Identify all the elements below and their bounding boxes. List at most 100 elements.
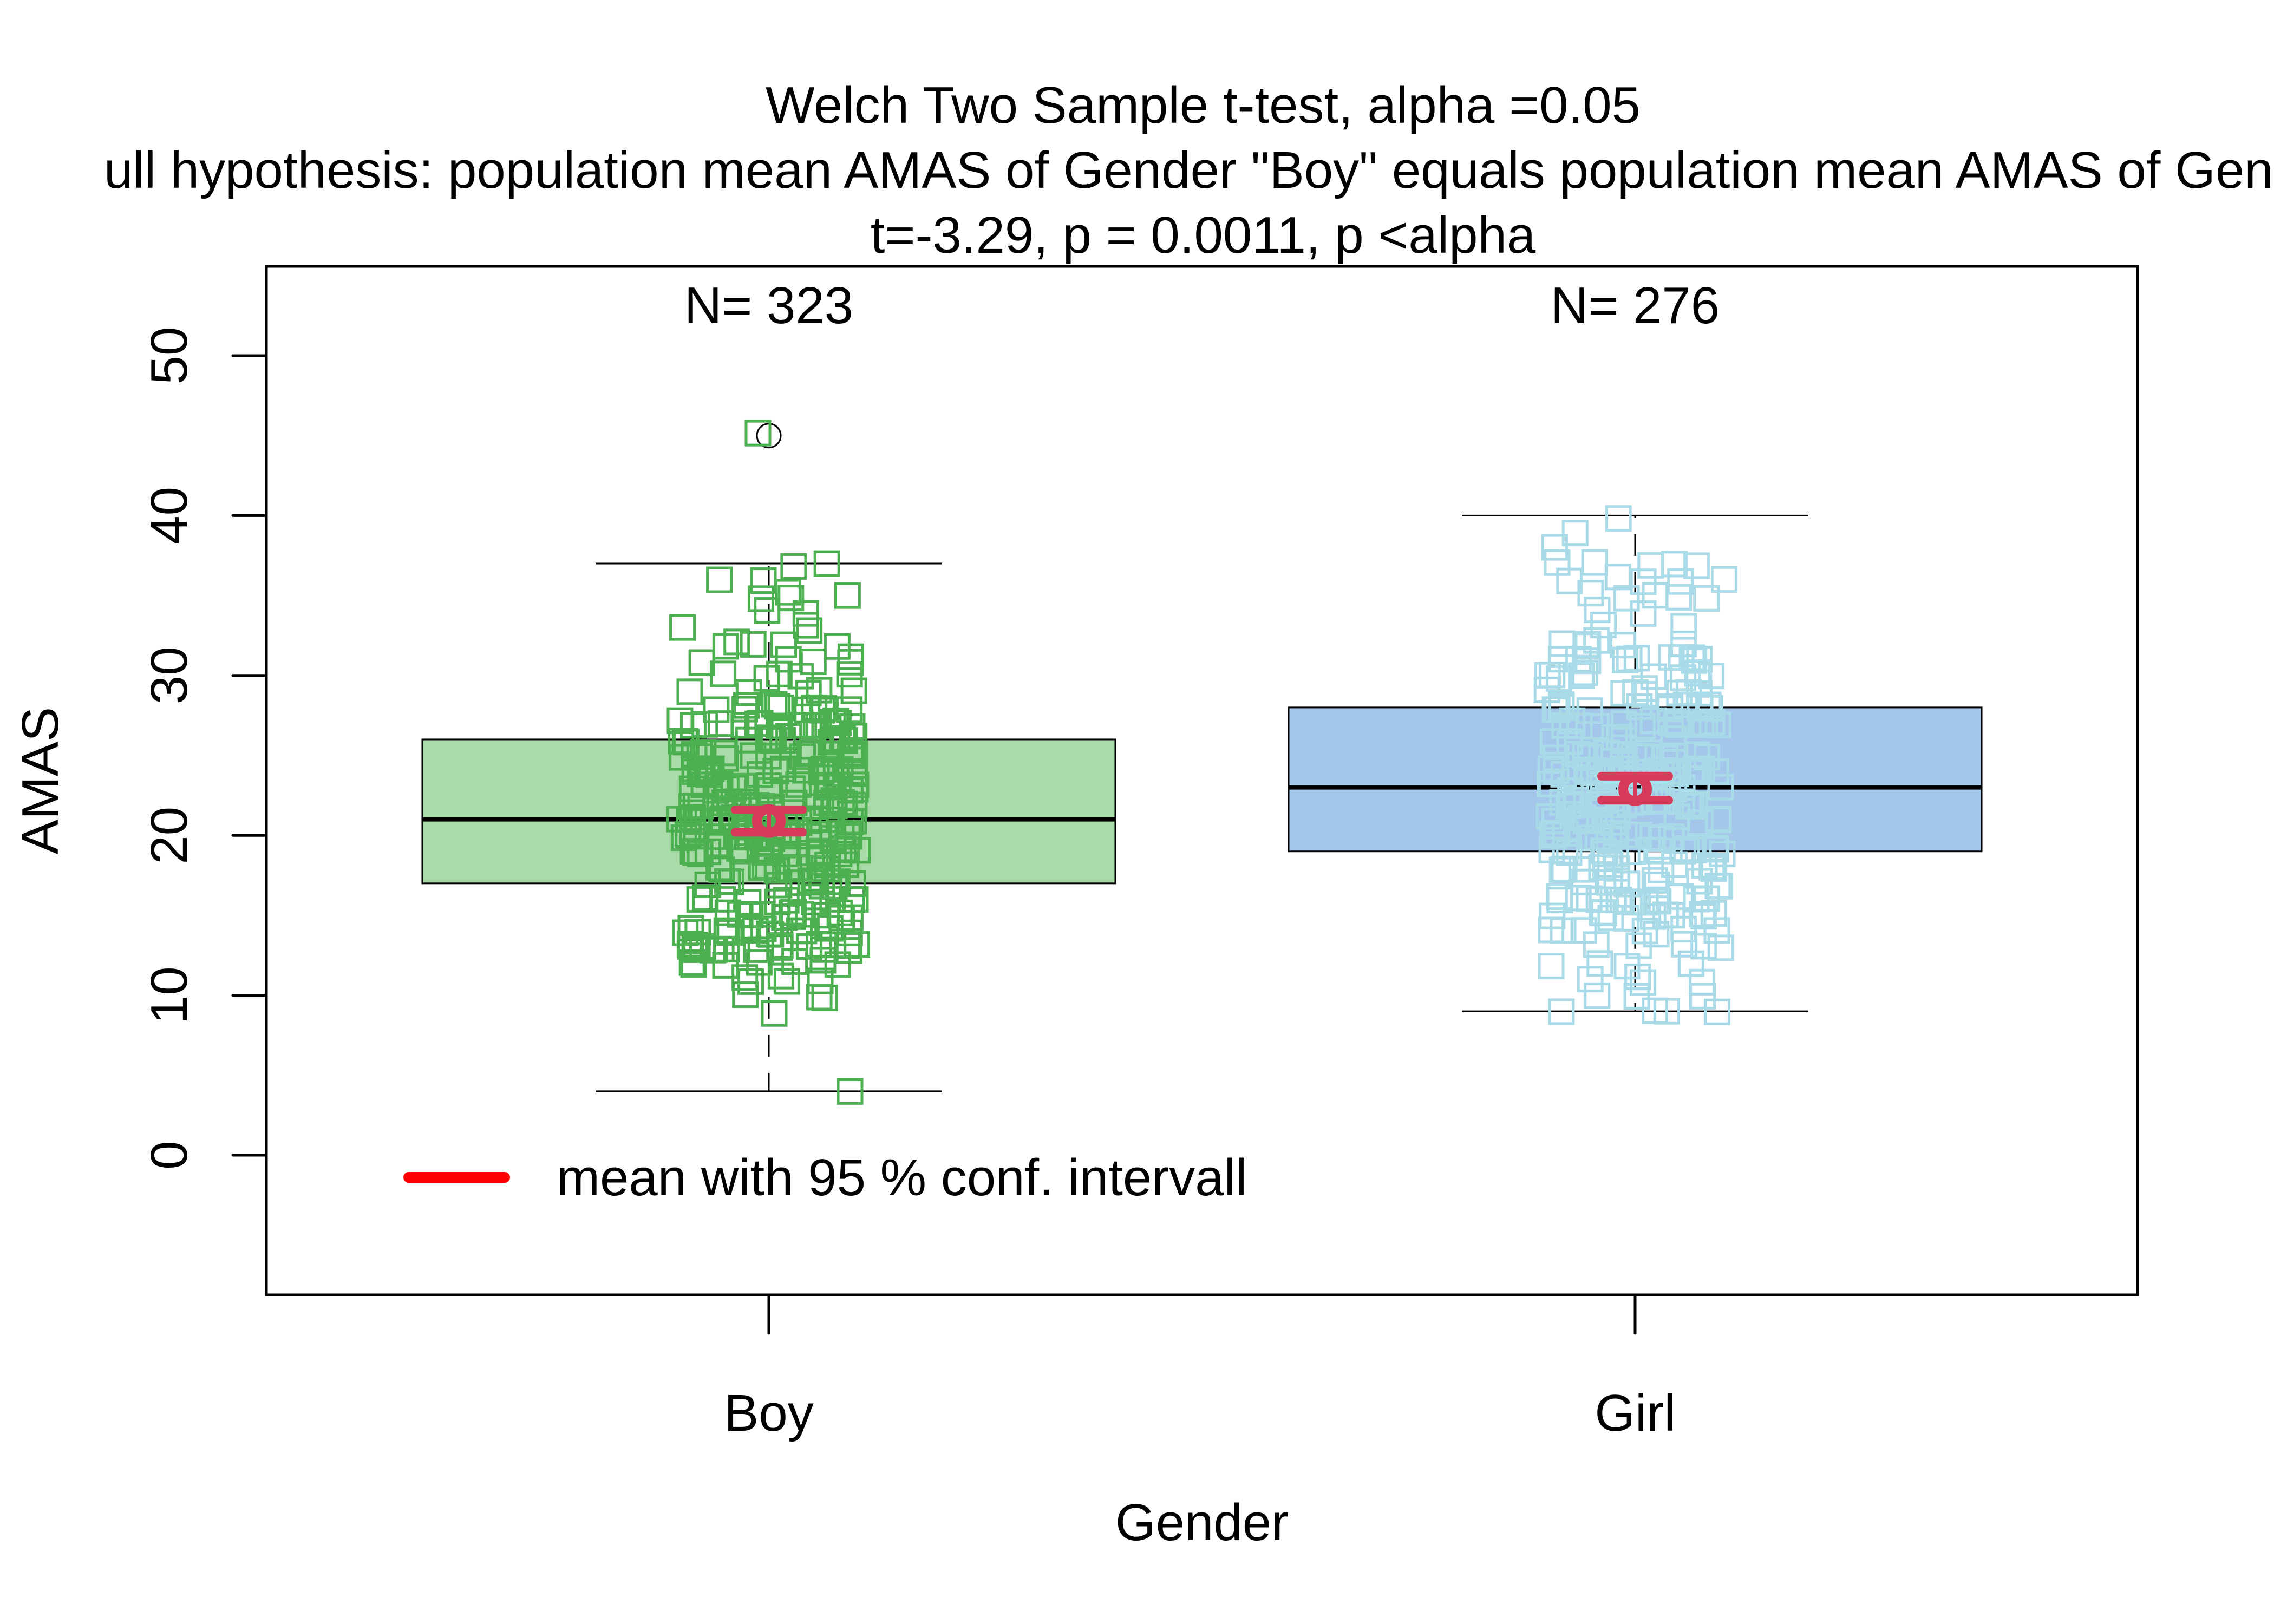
data-point-girl xyxy=(1704,998,1731,1025)
data-point-boy xyxy=(770,631,798,658)
data-point-boy xyxy=(708,856,735,883)
data-point-boy xyxy=(841,791,868,818)
data-point-girl xyxy=(1630,969,1657,996)
data-point-boy xyxy=(813,741,840,768)
data-point-boy xyxy=(811,695,838,722)
data-point-boy xyxy=(835,937,862,964)
data-point-boy xyxy=(762,757,789,784)
data-point-boy xyxy=(672,729,700,756)
data-point-girl xyxy=(1681,647,1708,674)
data-point-boy xyxy=(711,789,739,816)
data-point-boy xyxy=(813,902,840,929)
data-point-boy xyxy=(787,712,814,739)
data-point-girl xyxy=(1601,724,1628,751)
data-point-girl xyxy=(1691,852,1718,879)
data-point-girl xyxy=(1695,691,1722,718)
data-point-boy xyxy=(775,855,802,882)
data-point-girl xyxy=(1670,915,1697,942)
data-point-girl xyxy=(1538,916,1565,944)
data-point-girl xyxy=(1632,889,1659,916)
box-layer xyxy=(421,423,1983,1092)
data-point-boy xyxy=(669,614,696,641)
data-point-boy xyxy=(761,1000,788,1027)
y-tick-label: 50 xyxy=(140,327,198,385)
y-axis-label: AMAS xyxy=(11,707,69,854)
data-point-boy xyxy=(840,677,867,704)
data-point-boy xyxy=(824,725,851,752)
data-point-girl xyxy=(1656,695,1683,722)
data-point-boy xyxy=(679,820,706,847)
legend-label: mean with 95 % conf. intervall xyxy=(557,1149,1247,1207)
data-point-girl xyxy=(1584,982,1611,1009)
data-point-boy xyxy=(810,936,837,963)
data-point-boy xyxy=(767,695,794,722)
data-point-boy xyxy=(754,597,781,624)
data-point-girl xyxy=(1586,950,1613,977)
data-point-girl xyxy=(1683,741,1710,768)
data-point-girl xyxy=(1556,728,1583,755)
data-point-boy xyxy=(837,1078,864,1105)
data-point-girl xyxy=(1660,725,1687,752)
data-point-boy xyxy=(706,566,733,593)
data-point-girl xyxy=(1689,983,1716,1010)
data-point-girl xyxy=(1548,998,1575,1025)
data-point-girl xyxy=(1551,712,1578,739)
data-point-boy xyxy=(787,901,814,928)
data-point-girl xyxy=(1661,551,1688,578)
data-point-girl xyxy=(1686,868,1713,895)
data-point-boy xyxy=(677,933,704,960)
data-point-girl xyxy=(1548,630,1576,657)
data-point-girl xyxy=(1584,597,1611,624)
data-point-girl xyxy=(1599,809,1626,836)
data-point-boy xyxy=(731,964,759,991)
data-point-girl xyxy=(1696,695,1723,722)
data-point-girl xyxy=(1626,693,1653,720)
data-point-boy xyxy=(676,678,703,705)
data-point-girl xyxy=(1561,520,1589,547)
data-point-boy xyxy=(844,931,871,958)
data-point-girl xyxy=(1624,964,1651,991)
data-point-girl xyxy=(1632,743,1659,770)
data-point-girl xyxy=(1670,613,1697,640)
data-point-girl xyxy=(1583,931,1610,958)
data-point-boy xyxy=(816,774,843,801)
data-point-girl xyxy=(1675,793,1702,820)
data-point-girl xyxy=(1610,710,1637,737)
data-point-girl xyxy=(1706,873,1733,900)
data-point-girl xyxy=(1661,851,1688,878)
data-point-girl xyxy=(1648,856,1675,883)
n-label-girl: N= 276 xyxy=(1551,277,1720,335)
data-point-girl xyxy=(1605,505,1632,532)
data-point-boy xyxy=(682,839,709,866)
data-point-boy xyxy=(819,886,846,913)
data-point-boy xyxy=(841,758,868,785)
data-point-boy xyxy=(834,582,861,609)
data-point-boy xyxy=(681,743,708,770)
data-point-boy xyxy=(744,420,772,447)
data-point-girl xyxy=(1613,585,1640,612)
data-point-girl xyxy=(1604,564,1631,591)
data-point-boy xyxy=(680,951,707,978)
chart-title: Welch Two Sample t-test, alpha =0.05 xyxy=(766,76,1641,134)
data-point-boy xyxy=(747,710,774,737)
data-point-boy xyxy=(708,935,735,962)
points-layer xyxy=(666,420,1737,1105)
data-point-boy xyxy=(692,884,719,911)
data-point-boy xyxy=(837,643,864,670)
data-point-girl xyxy=(1538,952,1565,979)
data-point-boy xyxy=(678,775,705,802)
data-point-boy xyxy=(781,948,808,975)
data-point-girl xyxy=(1563,792,1590,819)
data-point-girl xyxy=(1544,549,1571,576)
data-point-boy xyxy=(689,759,716,786)
data-point-boy xyxy=(792,600,819,627)
data-point-boy xyxy=(807,967,834,994)
data-point-girl xyxy=(1707,774,1734,801)
data-point-girl xyxy=(1637,552,1664,579)
data-point-girl xyxy=(1698,663,1725,690)
data-point-girl xyxy=(1597,851,1624,878)
data-point-girl xyxy=(1581,549,1608,576)
data-point-girl xyxy=(1642,997,1669,1024)
data-point-girl xyxy=(1541,534,1568,561)
data-point-girl xyxy=(1565,646,1592,673)
